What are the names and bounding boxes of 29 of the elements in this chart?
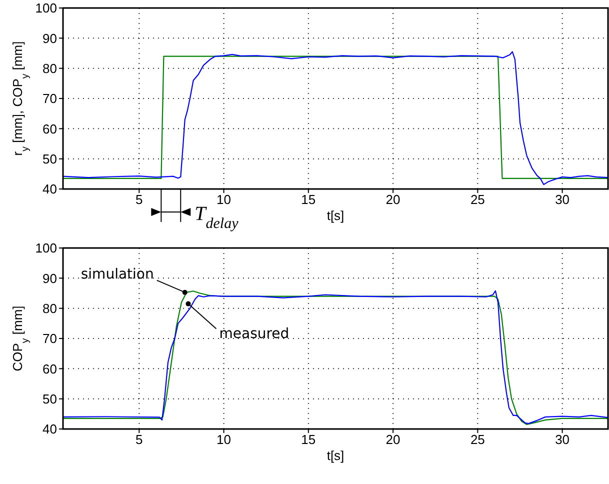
y-tick-label: 50 [42,151,57,166]
x-tick-label: 25 [470,432,485,448]
x-tick-label: 15 [301,432,316,448]
x-tick-label: 25 [470,192,485,208]
y-tick-label: 90 [42,30,57,46]
y-tick-label: 90 [42,270,57,286]
x-tick-label: 15 [301,192,316,208]
y-tick-label: 60 [42,361,57,376]
x-tick-label: 5 [136,192,143,208]
x-tick-label: 10 [216,432,232,448]
y-tick-label: 100 [35,240,57,256]
y-tick-label: 80 [42,300,57,316]
annotation: measured [219,326,290,342]
y-tick-label: 100 [35,0,57,16]
x-tick-label: 5 [136,432,143,448]
x-axis-title: t[s] [326,208,344,223]
x-tick-label: 30 [555,192,570,208]
y-tick-label: 40 [42,422,57,437]
y-tick-label: 60 [42,121,57,136]
x-tick-label: 20 [386,432,400,448]
y-tick-label: 70 [42,331,57,346]
y-tick-label: 50 [42,391,57,406]
x-tick-label: 20 [386,192,400,208]
y-tick-label: 80 [42,60,57,76]
x-tick-label: 30 [555,432,570,448]
annotation: simulation [80,266,154,282]
y-tick-label: 40 [42,182,57,197]
y-tick-label: 70 [42,91,57,106]
x-axis-title: t[s] [326,448,344,463]
